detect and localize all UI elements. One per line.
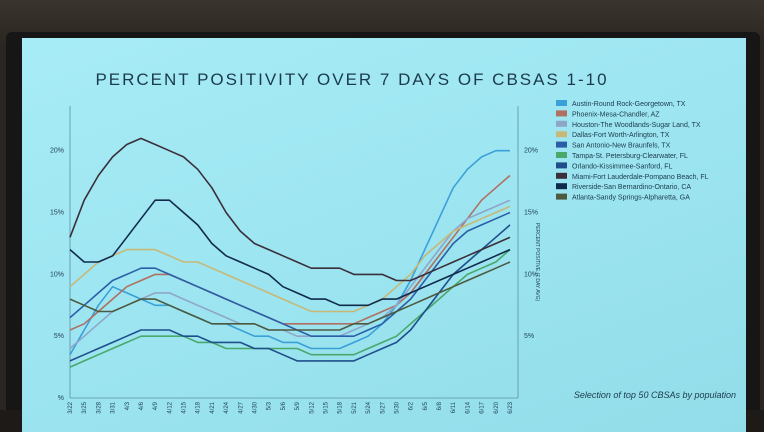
legend-swatch: [556, 100, 567, 106]
y-tick-label-left: 10%: [50, 271, 64, 278]
y-tick-label-right: 15%: [524, 210, 538, 217]
series-line: [69, 261, 511, 331]
y-tick-label-right: 5%: [524, 333, 534, 340]
x-tick-label: 5/12: [309, 401, 315, 413]
x-tick-label: 4/6: [139, 401, 145, 410]
x-tick-label: 5/15: [323, 401, 329, 413]
series-line: [69, 199, 511, 307]
x-tick-label: 4/24: [224, 401, 230, 413]
series-line: [69, 224, 511, 362]
x-tick-label: 6/23: [508, 401, 514, 413]
x-tick-label: 5/18: [338, 401, 344, 413]
y-tick-label-left: 5%: [54, 333, 64, 340]
x-tick-label: 4/27: [238, 401, 244, 413]
series-line: [69, 205, 511, 313]
x-tick-label: 6/8: [437, 401, 443, 410]
x-tick-label: 6/11: [451, 401, 457, 413]
legend-label: Riverside-San Bernardino-Ontario, CA: [572, 184, 691, 191]
series-line: [69, 137, 511, 282]
x-tick-label: 4/9: [153, 401, 159, 410]
legend-label: Orlando-Kissimmee-Sanford, FL: [572, 163, 672, 170]
x-tick-label: 5/9: [295, 401, 301, 410]
x-tick-label: 4/30: [253, 401, 259, 413]
legend-swatch: [556, 141, 567, 148]
legend-label: Dallas-Fort Worth-Arlington, TX: [572, 132, 670, 139]
x-tick-label: 5/6: [281, 401, 287, 410]
x-tick-label: 5/3: [267, 401, 273, 410]
legend-swatch: [556, 162, 567, 169]
x-tick-label: 4/3: [125, 401, 131, 410]
x-tick-label: 5/30: [394, 401, 400, 413]
x-tick-label: 3/28: [96, 401, 102, 413]
legend-swatch: [556, 183, 567, 190]
legend-label: Phoenix-Mesa-Chandler, AZ: [572, 111, 660, 118]
series-line: [69, 199, 511, 350]
series-line: [69, 174, 511, 331]
x-tick-label: 6/20: [494, 401, 500, 413]
y-axis-label: PERCENT POSITIVE (7 DAY AVG): [534, 223, 540, 302]
x-tick-label: 4/18: [196, 401, 202, 413]
x-tick-label: 6/5: [423, 401, 429, 410]
legend-label: Miami-Fort Lauderdale-Pompano Beach, FL: [572, 174, 709, 181]
y-tick-label-left: %: [58, 395, 64, 402]
line-chart: % 5% 5% 10% 10% 15% 15% 20% 20% PERCENT POSITIVE …: [50, 100, 709, 414]
series-line: [69, 149, 510, 356]
x-tick-label: 6/17: [480, 401, 486, 413]
x-tick-label: 3/25: [82, 401, 88, 413]
chart-title: PERCENT POSITIVITY OVER 7 DAYS OF CBSAS …: [95, 70, 609, 89]
legend-swatch: [556, 120, 567, 127]
legend-swatch: [556, 131, 567, 138]
x-tick-label: 4/21: [210, 401, 216, 413]
y-tick-label-right: 20%: [524, 148, 538, 155]
legend-label: Austin-Round Rock-Georgetown, TX: [572, 101, 686, 108]
y-tick-label-right: 10%: [524, 271, 538, 278]
x-tick-label: 6/2: [409, 401, 415, 410]
legend-label: Houston-The Woodlands-Sugar Land, TX: [572, 122, 701, 129]
x-tick-label: 5/21: [352, 401, 358, 413]
x-tick-label: 3/31: [111, 401, 117, 413]
x-tick-label: 4/12: [167, 401, 173, 413]
series-line: [69, 248, 511, 368]
x-tick-label: 5/24: [366, 401, 372, 413]
chart-footnote: Selection of top 50 CBSAs by population: [573, 390, 736, 400]
legend-swatch: [556, 152, 567, 158]
legend-label: San Antonio-New Braunfels, TX: [572, 143, 671, 150]
x-tick-label: 3/22: [68, 401, 74, 413]
legend-swatch: [556, 172, 567, 179]
y-tick-label-left: 20%: [50, 148, 64, 155]
legend-label: Atlanta-Sandy Springs-Alpharetta, GA: [572, 195, 690, 202]
legend-swatch: [556, 110, 567, 117]
legend-label: Tampa-St. Petersburg-Clearwater, FL: [572, 153, 688, 160]
y-tick-label-left: 15%: [50, 210, 64, 217]
x-tick-label: 6/14: [465, 401, 471, 413]
presentation-screen: PERCENT POSITIVITY OVER 7 DAYS OF CBSAS …: [22, 38, 746, 432]
x-tick-label: 5/27: [380, 401, 386, 413]
legend-swatch: [556, 193, 567, 200]
x-tick-label: 4/15: [182, 401, 188, 413]
series-line: [69, 211, 511, 338]
